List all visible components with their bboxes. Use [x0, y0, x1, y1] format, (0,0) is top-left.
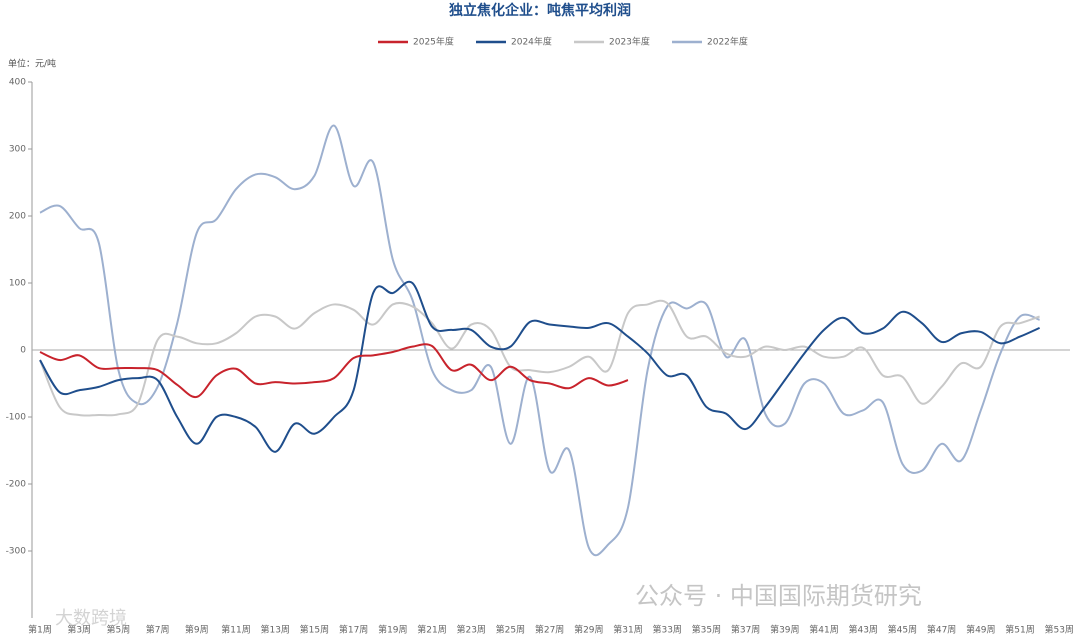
y-tick-label: 200: [9, 212, 26, 222]
y-tick-label: -100: [6, 413, 27, 423]
x-tick-label: 第21周: [417, 624, 446, 636]
y-tick-label: 400: [9, 78, 26, 88]
x-tick-label: 第53周: [1044, 624, 1073, 636]
x-tick-label: 第35周: [692, 624, 721, 636]
x-tick-label: 第15周: [300, 624, 329, 636]
y-tick-label: -300: [6, 547, 27, 557]
x-tick-label: 第3周: [67, 624, 91, 636]
legend-label: 2022年度: [707, 36, 748, 48]
x-tick-label: 第11周: [221, 624, 250, 636]
series-line: [39, 299, 1040, 417]
y-tick-label: 300: [9, 145, 26, 155]
series-line: [39, 343, 629, 399]
chart-title: 独立焦化企业：吨焦平均利润: [449, 2, 631, 19]
x-tick-label: 第33周: [652, 624, 681, 636]
x-tick-label: 第1周: [28, 624, 52, 636]
x-tick-label: 第23周: [456, 624, 485, 636]
x-tick-label: 第37周: [731, 624, 760, 636]
x-tick-label: 第47周: [927, 624, 956, 636]
x-tick-label: 第31周: [613, 624, 642, 636]
x-tick-label: 第17周: [339, 624, 368, 636]
x-tick-label: 第41周: [809, 624, 838, 636]
y-tick-label: 100: [9, 279, 26, 289]
x-tick-label: 第39周: [770, 624, 799, 636]
x-tick-label: 第27周: [535, 624, 564, 636]
x-tick-label: 第43周: [848, 624, 877, 636]
series-line: [39, 280, 1041, 453]
x-tick-label: 第5周: [107, 624, 131, 636]
y-tick-label: 0: [20, 346, 26, 356]
x-tick-label: 第25周: [496, 624, 525, 636]
x-tick-label: 第49周: [966, 624, 995, 636]
watermark: 大数跨境: [55, 608, 127, 629]
legend-label: 2025年度: [413, 36, 454, 48]
x-tick-label: 第19周: [378, 624, 407, 636]
x-tick-label: 第51周: [1005, 624, 1034, 636]
x-tick-label: 第45周: [888, 624, 917, 636]
x-tick-label: 第9周: [185, 624, 209, 636]
unit-label: 单位：元/吨: [8, 58, 56, 70]
x-tick-label: 第13周: [260, 624, 289, 636]
legend-label: 2023年度: [609, 36, 650, 48]
x-tick-label: 第7周: [146, 624, 170, 636]
x-tick-label: 第29周: [574, 624, 603, 636]
legend-label: 2024年度: [511, 36, 552, 48]
watermark: 公众号 · 中国国际期货研究: [635, 582, 922, 610]
y-tick-label: -200: [6, 480, 27, 490]
series-line: [39, 124, 1040, 557]
